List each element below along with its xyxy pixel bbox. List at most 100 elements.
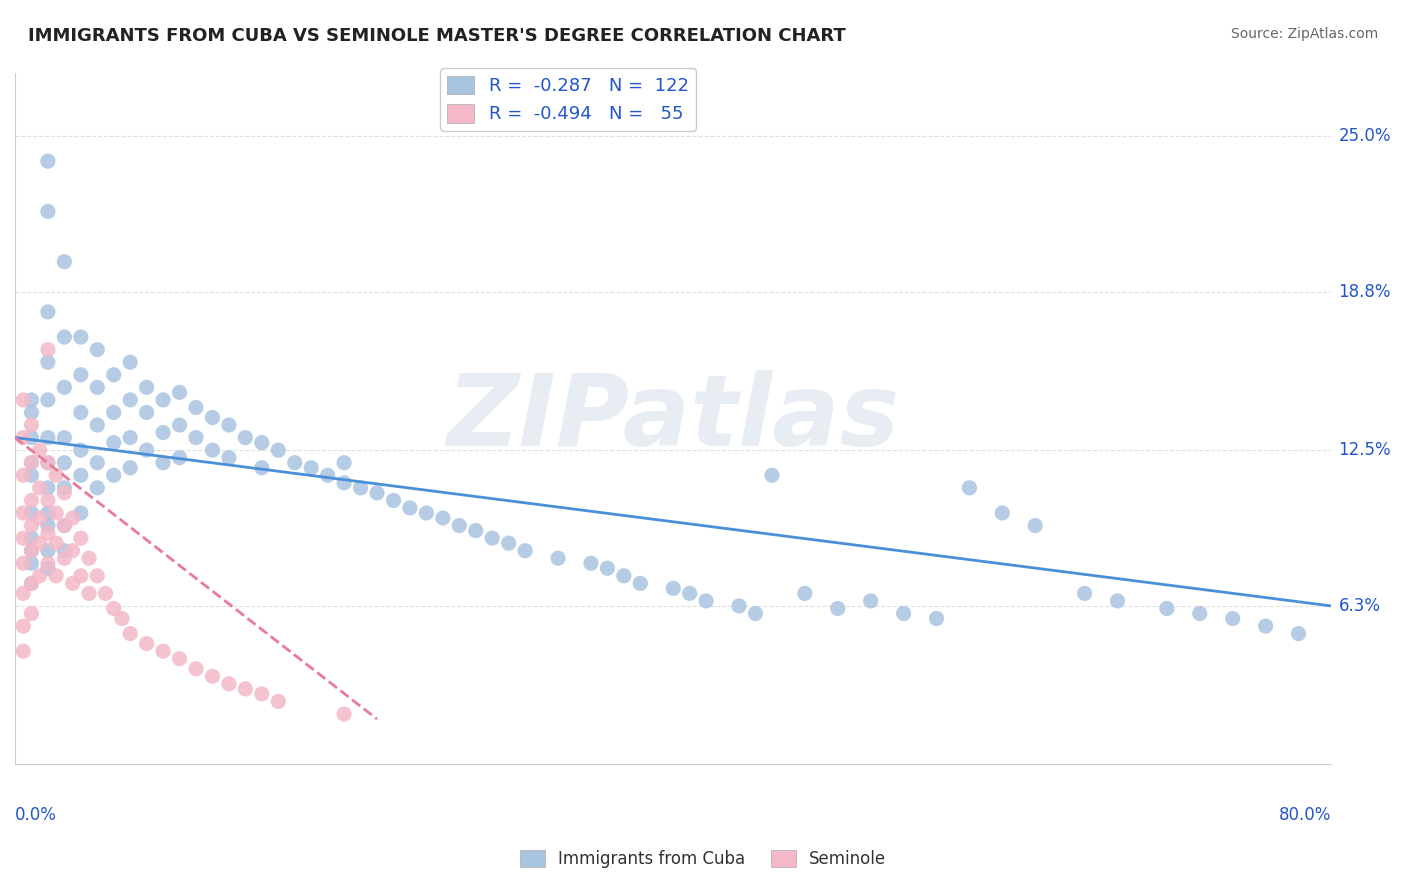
Point xyxy=(20,531,42,545)
Point xyxy=(86,343,108,357)
Point xyxy=(120,392,142,407)
Point xyxy=(761,468,783,483)
Point xyxy=(793,586,815,600)
Point xyxy=(135,380,157,394)
Point xyxy=(547,551,569,566)
Point xyxy=(20,456,42,470)
Point xyxy=(596,561,619,575)
Point xyxy=(53,330,76,344)
Point xyxy=(13,619,35,633)
Point xyxy=(53,518,76,533)
Point xyxy=(20,506,42,520)
Point xyxy=(1024,518,1046,533)
Point xyxy=(103,601,125,615)
Point xyxy=(628,576,651,591)
Point xyxy=(53,254,76,268)
Point xyxy=(69,468,91,483)
Point xyxy=(1188,607,1211,621)
Point xyxy=(481,531,503,545)
Point xyxy=(37,493,59,508)
Point xyxy=(86,417,108,432)
Point xyxy=(20,543,42,558)
Text: 0.0%: 0.0% xyxy=(15,805,56,823)
Point xyxy=(152,644,174,658)
Point xyxy=(45,468,67,483)
Point xyxy=(45,569,67,583)
Point xyxy=(20,518,42,533)
Point xyxy=(152,425,174,440)
Point xyxy=(13,531,35,545)
Point xyxy=(53,486,76,500)
Point xyxy=(13,556,35,570)
Point xyxy=(13,431,35,445)
Point xyxy=(1254,619,1277,633)
Point xyxy=(1288,626,1310,640)
Point xyxy=(53,431,76,445)
Point xyxy=(37,305,59,319)
Point xyxy=(37,343,59,357)
Point xyxy=(152,392,174,407)
Point xyxy=(69,531,91,545)
Point xyxy=(1156,601,1178,615)
Point xyxy=(20,576,42,591)
Point xyxy=(120,626,142,640)
Point xyxy=(86,569,108,583)
Point xyxy=(37,431,59,445)
Point xyxy=(135,405,157,419)
Point xyxy=(1107,594,1129,608)
Point xyxy=(37,456,59,470)
Point xyxy=(333,456,356,470)
Point xyxy=(152,456,174,470)
Point xyxy=(77,586,100,600)
Point xyxy=(513,543,536,558)
Point xyxy=(37,456,59,470)
Point xyxy=(991,506,1014,520)
Point xyxy=(695,594,717,608)
Point xyxy=(45,536,67,550)
Point xyxy=(218,677,240,691)
Point xyxy=(103,468,125,483)
Point xyxy=(37,392,59,407)
Point xyxy=(69,443,91,458)
Point xyxy=(827,601,849,615)
Point xyxy=(120,460,142,475)
Point xyxy=(37,154,59,169)
Text: 25.0%: 25.0% xyxy=(1339,127,1391,145)
Point xyxy=(28,569,51,583)
Point xyxy=(169,651,191,665)
Point xyxy=(349,481,371,495)
Point xyxy=(662,582,685,596)
Point xyxy=(111,611,134,625)
Point xyxy=(69,368,91,382)
Point xyxy=(37,204,59,219)
Point xyxy=(235,681,257,696)
Point xyxy=(201,410,224,425)
Text: 12.5%: 12.5% xyxy=(1339,442,1391,459)
Point xyxy=(28,536,51,550)
Point xyxy=(333,475,356,490)
Text: ZIPatlas: ZIPatlas xyxy=(447,370,900,467)
Point xyxy=(366,486,388,500)
Point xyxy=(69,405,91,419)
Point xyxy=(103,368,125,382)
Point xyxy=(62,511,84,525)
Point xyxy=(1073,586,1095,600)
Point xyxy=(45,506,67,520)
Point xyxy=(20,431,42,445)
Point xyxy=(201,443,224,458)
Point xyxy=(69,330,91,344)
Point xyxy=(103,405,125,419)
Point xyxy=(20,405,42,419)
Point xyxy=(28,443,51,458)
Point xyxy=(53,456,76,470)
Point xyxy=(679,586,702,600)
Point xyxy=(250,687,273,701)
Point xyxy=(449,518,471,533)
Point xyxy=(893,607,915,621)
Text: IMMIGRANTS FROM CUBA VS SEMINOLE MASTER'S DEGREE CORRELATION CHART: IMMIGRANTS FROM CUBA VS SEMINOLE MASTER'… xyxy=(28,27,846,45)
Point xyxy=(184,401,207,415)
Text: 6.3%: 6.3% xyxy=(1339,597,1381,615)
Point xyxy=(20,556,42,570)
Text: Source: ZipAtlas.com: Source: ZipAtlas.com xyxy=(1230,27,1378,41)
Point xyxy=(94,586,117,600)
